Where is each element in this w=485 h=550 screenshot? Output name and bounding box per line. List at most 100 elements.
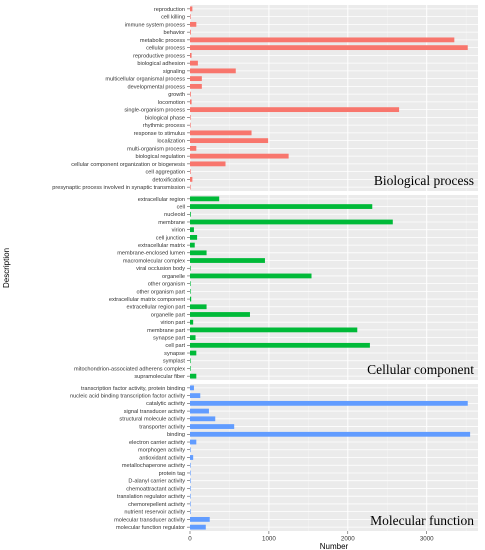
category-label-presynaptic-process-involved-in-synaptic-transmission: presynaptic process involved in synaptic… xyxy=(52,185,185,191)
category-label-metabolic-process: metabolic process xyxy=(140,38,185,44)
bar-extracellular-region-part xyxy=(190,304,207,310)
bar-presynaptic-process-involved-in-synaptic-transmission xyxy=(190,184,191,190)
panel-title-molecular-function: Molecular function xyxy=(370,513,474,528)
category-label-transcription-factor-activity-protein-binding: transcription factor activity, protein b… xyxy=(81,386,185,392)
category-label-virion-part: virion part xyxy=(160,320,185,326)
bar-protein-tag xyxy=(190,470,191,476)
bar-molecular-transducer-activity xyxy=(190,516,210,522)
category-label-other-organism: other organism xyxy=(148,282,186,288)
bar-detoxification xyxy=(190,176,193,182)
category-label-organelle-part: organelle part xyxy=(151,312,186,318)
bar-other-organism-part xyxy=(190,288,191,294)
bar-virion-part xyxy=(190,319,194,325)
category-label-membrane-enclosed-lumen: membrane-enclosed lumen xyxy=(117,251,185,257)
category-label-d-alanyl-carrier-activity: D-alanyl carrier activity xyxy=(128,479,185,485)
bar-reproduction xyxy=(190,6,193,12)
x-tick-label: 0 xyxy=(188,536,192,543)
category-label-membrane-part: membrane part xyxy=(147,328,185,334)
bar-multicellular-organismal-process xyxy=(190,76,202,82)
bar-rhythmic-process xyxy=(190,122,191,128)
category-label-nucleoid: nucleoid xyxy=(164,212,185,218)
category-label-signal-transducer-activity: signal transducer activity xyxy=(124,409,185,415)
bar-cellular-component-organization-or-biogenesis xyxy=(190,161,226,167)
bar-response-to-stimulus xyxy=(190,130,252,136)
bar-extracellular-matrix-component xyxy=(190,296,192,302)
bar-virion xyxy=(190,227,194,233)
bar-cell xyxy=(190,204,373,209)
bar-biological-regulation xyxy=(190,153,289,159)
category-label-locomotion: locomotion xyxy=(158,100,185,106)
category-label-multicellular-organismal-process: multicellular organismal process xyxy=(105,77,185,83)
bar-multi-organism-process xyxy=(190,145,197,151)
bar-locomotion xyxy=(190,99,192,105)
category-label-electron-carrier-activity: electron carrier activity xyxy=(129,440,185,446)
bar-cellular-process xyxy=(190,45,468,51)
category-label-localization: localization xyxy=(157,139,185,145)
category-label-cellular-process: cellular process xyxy=(146,46,185,52)
panel-title-cellular-component: Cellular component xyxy=(367,362,474,377)
category-label-biological-adhesion: biological adhesion xyxy=(137,61,185,67)
bar-single-organism-process xyxy=(190,107,400,113)
x-tick-label: 1000 xyxy=(262,536,276,543)
category-label-catalytic-activity: catalytic activity xyxy=(146,401,185,407)
category-label-translation-regulator-activity: translation regulator activity xyxy=(117,494,185,500)
bar-developmental-process xyxy=(190,83,202,89)
bar-organelle-part xyxy=(190,312,250,317)
category-label-reproduction: reproduction xyxy=(154,7,185,13)
category-label-single-organism-process: single-organism process xyxy=(124,108,185,114)
bar-antioxidant-activity xyxy=(190,455,194,460)
category-label-other-organism-part: other organism part xyxy=(136,289,185,295)
category-label-structural-molecule-activity: structural molecule activity xyxy=(119,417,185,423)
bar-structural-molecule-activity xyxy=(190,416,216,422)
category-label-signaling: signaling xyxy=(163,69,185,75)
bar-membrane-part xyxy=(190,327,358,333)
category-label-cell: cell xyxy=(177,204,185,210)
category-label-behavior: behavior xyxy=(164,30,186,36)
category-label-rhythmic-process: rhythmic process xyxy=(143,123,185,129)
bar-reproductive-process xyxy=(190,52,192,58)
category-label-mitochondrion-associated-adherens-complex: mitochondrion-associated adherens comple… xyxy=(74,366,185,372)
category-label-cell-aggregation: cell aggregation xyxy=(146,170,186,176)
y-axis-title: Description xyxy=(2,248,11,288)
category-label-biological-regulation: biological regulation xyxy=(136,154,185,160)
bar-metallochaperone-activity xyxy=(190,462,191,468)
category-label-protein-tag: protein tag xyxy=(159,471,185,477)
bar-other-organism xyxy=(190,281,191,287)
bar-cell-aggregation xyxy=(190,169,191,175)
category-label-extracellular-region-part: extracellular region part xyxy=(127,305,186,311)
category-label-cell-junction: cell junction xyxy=(156,235,185,241)
category-label-growth: growth xyxy=(168,92,185,98)
x-axis-ticks: 0 1000 2000 3000 xyxy=(188,531,434,543)
bar-d-alanyl-carrier-activity xyxy=(190,478,191,484)
bar-nucleoid xyxy=(190,211,191,217)
category-label-supramolecular-fiber: supramolecular fiber xyxy=(134,374,185,380)
bar-binding xyxy=(190,431,471,437)
category-label-biological-phase: biological phase xyxy=(145,115,185,121)
panel-background xyxy=(190,5,478,191)
category-label-chemorepellent-activity: chemorepellent activity xyxy=(128,502,185,508)
bar-biological-adhesion xyxy=(190,60,198,66)
bar-localization xyxy=(190,138,269,144)
category-label-extracellular-region: extracellular region xyxy=(138,197,185,203)
bar-nucleic-acid-binding-transcription-factor-activity xyxy=(190,393,201,399)
category-label-metallochaperone-activity: metallochaperone activity xyxy=(122,463,185,469)
category-label-binding: binding xyxy=(167,432,185,438)
bar-symplast xyxy=(190,358,191,364)
category-label-membrane: membrane xyxy=(158,220,185,226)
bar-organelle xyxy=(190,273,312,279)
category-label-extracellular-matrix: extracellular matrix xyxy=(138,243,185,249)
bar-viral-occlusion-body xyxy=(190,265,191,271)
category-label-reproductive-process: reproductive process xyxy=(133,53,185,59)
category-label-multi-organism-process: multi-organism process xyxy=(127,146,185,152)
bar-nutrient-reservoir-activity xyxy=(190,509,191,515)
bar-macromolecular-complex xyxy=(190,258,265,263)
bar-signaling xyxy=(190,68,236,74)
bar-translation-regulator-activity xyxy=(190,493,191,499)
category-label-cell-part: cell part xyxy=(165,343,185,349)
bar-mitochondrion-associated-adherens-complex xyxy=(190,366,191,371)
x-tick-label: 2000 xyxy=(341,536,355,543)
category-label-chemoattractant-activity: chemoattractant activity xyxy=(126,486,185,492)
